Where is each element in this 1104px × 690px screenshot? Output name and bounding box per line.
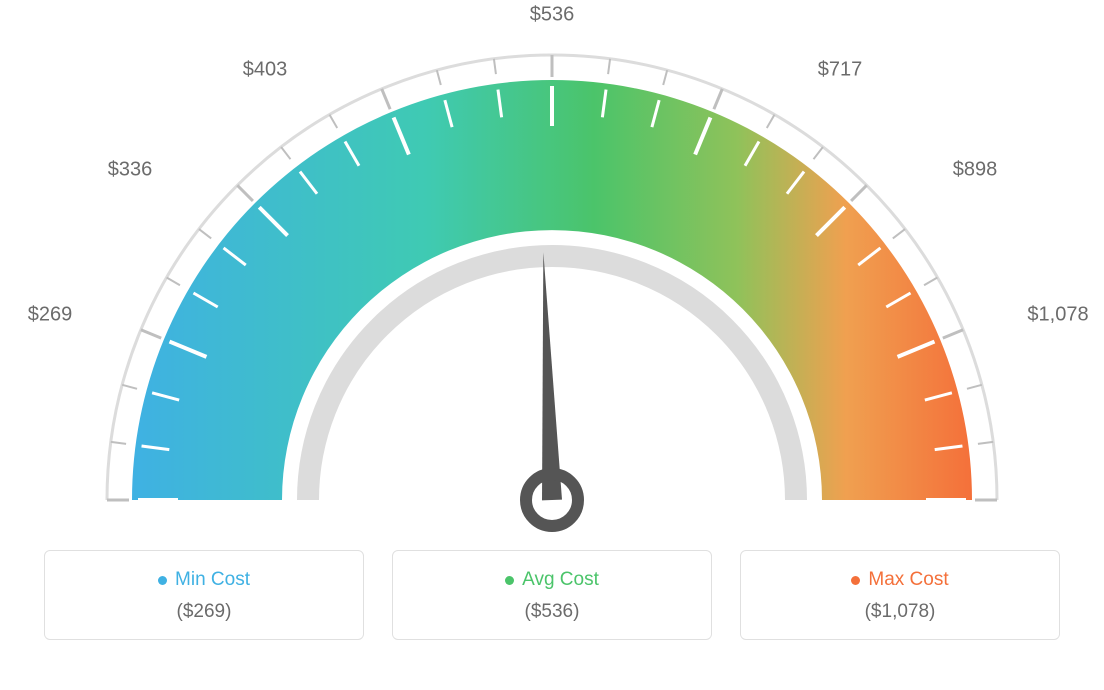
- gauge-tick-label: $269: [28, 304, 73, 327]
- gauge-tick-label: $403: [243, 59, 288, 82]
- legend-title-min: Min Cost: [158, 569, 250, 591]
- legend-title-max: Max Cost: [851, 569, 948, 591]
- legend-card-max: Max Cost ($1,078): [740, 550, 1060, 640]
- legend-row: Min Cost ($269) Avg Cost ($536) Max Cost…: [0, 550, 1104, 640]
- legend-dot-min: [158, 576, 167, 585]
- gauge-chart: $269 $336 $403 $536 $717 $898 $1,078: [0, 0, 1104, 540]
- gauge-tick-label: $717: [818, 59, 863, 82]
- legend-dot-max: [851, 576, 860, 585]
- gauge-tick-label: $898: [953, 159, 998, 182]
- legend-title-avg: Avg Cost: [505, 569, 599, 591]
- gauge-tick-label: $1,078: [1027, 304, 1088, 327]
- legend-card-min: Min Cost ($269): [44, 550, 364, 640]
- legend-label-min: Min Cost: [175, 569, 250, 591]
- legend-value-avg: ($536): [393, 601, 711, 623]
- legend-label-max: Max Cost: [868, 569, 948, 591]
- legend-label-avg: Avg Cost: [522, 569, 599, 591]
- legend-dot-avg: [505, 576, 514, 585]
- gauge-tick-label: $536: [530, 4, 575, 27]
- gauge-tick-label: $336: [108, 159, 153, 182]
- gauge-svg: [0, 0, 1104, 540]
- legend-value-min: ($269): [45, 601, 363, 623]
- legend-value-max: ($1,078): [741, 601, 1059, 623]
- legend-card-avg: Avg Cost ($536): [392, 550, 712, 640]
